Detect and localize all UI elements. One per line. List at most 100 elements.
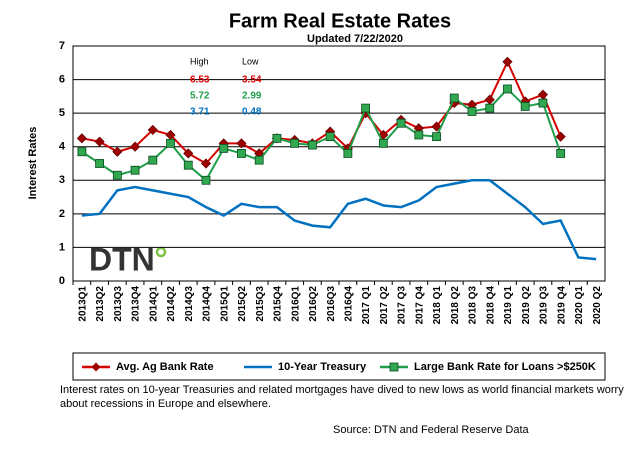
table-header: High [190,56,209,66]
x-tick-label: 2017 Q2 [379,286,390,325]
x-tick-label: 2014Q2 [166,286,177,322]
square-marker [254,155,264,165]
legend-label: Large Bank Rate for Loans >$250K [414,361,596,373]
x-tick-label: 2014Q1 [148,286,159,322]
square-marker [219,143,229,153]
series-line [81,59,562,165]
diamond-marker [555,131,566,142]
table-cell: 6.53 [190,75,210,86]
diamond-marker [484,94,495,105]
x-tick-label: 2018 Q3 [468,286,479,325]
x-tick-label: 2018 Q4 [485,286,496,325]
square-marker [432,132,441,142]
x-tick-label: 2014Q3 [184,286,195,322]
square-marker [556,149,566,158]
chart-title: Farm Real Estate Rates [229,10,451,32]
square-marker [343,149,353,158]
caption: Interest rates on 10-year Treasuries and… [60,384,624,410]
logo: DTN [89,241,155,277]
square-marker [538,98,548,108]
legend-label: Avg. Ag Bank Rate [116,361,214,373]
x-tick-label: 2018 Q2 [450,286,461,325]
x-tick-label: 2019 Q4 [556,286,567,325]
x-tick-label: 2020 Q2 [592,286,603,325]
diamond-marker [200,158,212,169]
x-tick-label: 2019 Q1 [503,286,514,325]
x-tick-label: 2013Q2 [95,286,106,322]
square-marker [467,107,477,116]
square-marker [378,138,388,148]
source: Source: DTN and Federal Reserve Data [333,424,530,436]
square-marker [148,155,158,165]
square-marker [396,118,406,128]
square-marker [112,170,122,180]
square-marker [520,102,530,111]
diamond-marker [112,146,123,157]
caption-box: Interest rates on 10-year Treasuries and… [60,384,624,410]
x-tick-label: 2019 Q3 [539,286,550,325]
table-header: Low [242,56,259,66]
y-tick-label: 4 [59,141,66,153]
x-tick-label: 2017 Q3 [397,286,408,325]
x-tick-label: 2015Q3 [255,286,266,322]
diamond-marker [236,138,247,149]
x-tick-label: 2016Q4 [344,286,355,322]
x-tick-label: 2018 Q1 [432,286,443,325]
y-tick-label: 6 [59,73,65,85]
square-marker [77,147,87,157]
y-tick-label: 3 [59,174,65,186]
square-marker [449,93,459,103]
square-marker [325,132,335,142]
diamond-marker [130,141,141,152]
table-cell: 0.48 [242,107,262,118]
legend-marker [389,362,399,372]
square-marker [130,165,140,175]
x-tick-label: 2013Q4 [131,286,142,322]
logo-dot [155,246,167,258]
table-cell: 3.54 [242,75,262,86]
legend-box [72,352,606,381]
square-marker [95,159,104,168]
y-tick-label: 5 [59,107,65,119]
square-marker [414,130,424,140]
series-line [81,179,597,261]
square-marker [485,103,495,113]
table-cell: 3.71 [190,107,210,118]
x-tick-label: 2015Q4 [273,286,284,322]
diamond-marker [183,148,194,159]
x-tick-label: 2017 Q1 [361,286,372,325]
y-tick-label: 1 [59,241,65,253]
square-marker [503,84,512,94]
x-tick-label: 2013Q3 [113,286,124,322]
legend-marker [91,362,101,372]
x-tick-label: 2015Q1 [219,286,230,322]
x-tick-label: 2014Q4 [202,286,213,322]
y-tick-label: 0 [59,275,65,287]
table-cell: 5.72 [190,91,210,102]
square-marker [290,138,300,148]
x-tick-label: 2016Q3 [326,286,337,322]
square-marker [201,175,211,185]
x-tick-label: 2019 Q2 [521,286,532,325]
diamond-marker [147,124,158,135]
x-tick-label: 2016Q2 [308,286,319,322]
diamond-marker [502,56,513,67]
y-tick-label: 7 [59,40,65,52]
y-tick-label: 2 [59,208,65,220]
square-marker [361,103,371,113]
y-axis-label: Interest Rates [27,127,39,200]
square-marker [166,138,175,148]
x-tick-label: 2013Q1 [78,286,89,322]
x-tick-label: 2017 Q4 [414,286,425,325]
chart-subtitle: Updated 7/22/2020 [307,33,403,45]
diamond-marker [537,89,548,100]
square-marker [307,140,317,150]
diamond-marker [94,136,105,147]
series-line [81,87,562,182]
summary-box [168,50,276,122]
x-tick-label: 2015Q2 [237,286,248,322]
legend-label: 10-Year Treasury [278,361,367,373]
diamond-marker [76,133,87,144]
square-marker [237,149,246,158]
